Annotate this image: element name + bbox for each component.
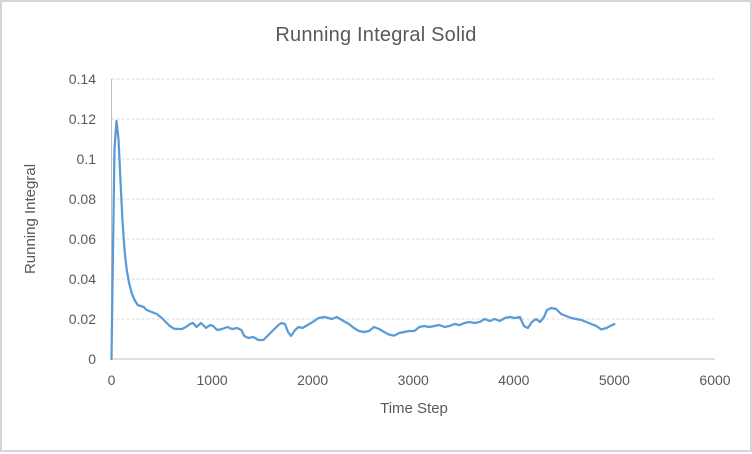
y-tick-label: 0.08 xyxy=(68,191,96,207)
x-tick-label: 3000 xyxy=(397,372,429,388)
series-line xyxy=(110,119,616,361)
x-tick-label: 4000 xyxy=(498,372,530,388)
chart-title: Running Integral Solid xyxy=(275,24,477,46)
y-tick-label: 0.06 xyxy=(68,231,96,247)
y-tick-label: 0.12 xyxy=(68,111,96,127)
y-tick-label: 0.14 xyxy=(68,71,96,87)
x-axis-title: Time Step xyxy=(380,400,448,417)
y-tick-label: 0.1 xyxy=(76,151,96,167)
y-tick-label: 0.02 xyxy=(68,311,96,327)
x-tick-label: 1000 xyxy=(196,372,228,388)
x-tick-label: 2000 xyxy=(297,372,329,388)
x-tick-label: 0 xyxy=(107,372,116,388)
x-tick-label: 5000 xyxy=(598,372,630,388)
y-tick-label: 0 xyxy=(88,351,96,367)
y-tick-label: 0.04 xyxy=(68,271,96,287)
x-tick-label: 6000 xyxy=(699,372,731,388)
